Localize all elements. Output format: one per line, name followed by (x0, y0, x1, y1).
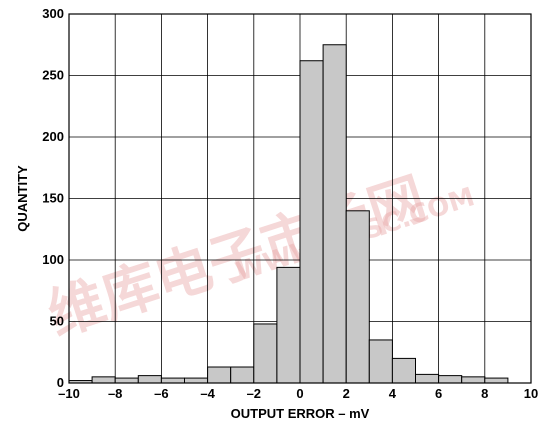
histogram-bar-14 (391, 357, 416, 384)
histogram-bar-13 (368, 339, 393, 384)
y-tick-label: 100 (42, 252, 64, 267)
x-tick-label: 0 (296, 386, 303, 401)
x-tick-label: –10 (58, 386, 80, 401)
histogram-bar-2 (114, 377, 139, 384)
y-tick-label: 300 (42, 6, 64, 21)
histogram-bar-18 (484, 377, 509, 384)
histogram-bar-11 (322, 44, 347, 384)
y-axis-title: QUANTITY (15, 165, 30, 232)
histogram-bar-8 (253, 323, 278, 384)
x-axis-ticks: –10 –8 –6 –4 –2 0 2 4 6 8 10 (58, 386, 538, 401)
y-tick-label: 150 (42, 191, 64, 206)
histogram-bar-9 (276, 266, 301, 384)
histogram-bar-5 (184, 377, 209, 384)
y-axis-ticks: 0 50 100 150 200 250 300 (42, 6, 64, 390)
x-tick-label: 10 (524, 386, 538, 401)
x-tick-label: –6 (154, 386, 168, 401)
histogram-bar-3 (137, 375, 162, 384)
y-tick-label: 0 (57, 375, 64, 390)
histogram-bar-6 (207, 366, 232, 384)
y-tick-label: 250 (42, 68, 64, 83)
y-tick-label: 50 (50, 314, 64, 329)
histogram-bar-17 (461, 376, 486, 384)
x-tick-label: 2 (343, 386, 350, 401)
histogram-bar-4 (160, 377, 185, 384)
x-tick-label: 6 (435, 386, 442, 401)
histogram-bar-16 (438, 375, 463, 384)
x-tick-label: –2 (247, 386, 261, 401)
histogram-bar-1 (91, 376, 116, 384)
x-tick-label: 8 (481, 386, 488, 401)
histogram-bar-12 (345, 210, 370, 384)
x-tick-label: –4 (200, 386, 215, 401)
histogram-bar-15 (415, 373, 440, 384)
x-tick-label: 4 (389, 386, 397, 401)
plot-frame (68, 13, 532, 384)
y-tick-label: 200 (42, 129, 64, 144)
histogram-bar-7 (230, 366, 255, 384)
histogram-bar-10 (299, 60, 324, 384)
bars (68, 44, 509, 384)
x-axis-title: OUTPUT ERROR – mV (231, 406, 370, 421)
x-tick-label: –8 (108, 386, 122, 401)
